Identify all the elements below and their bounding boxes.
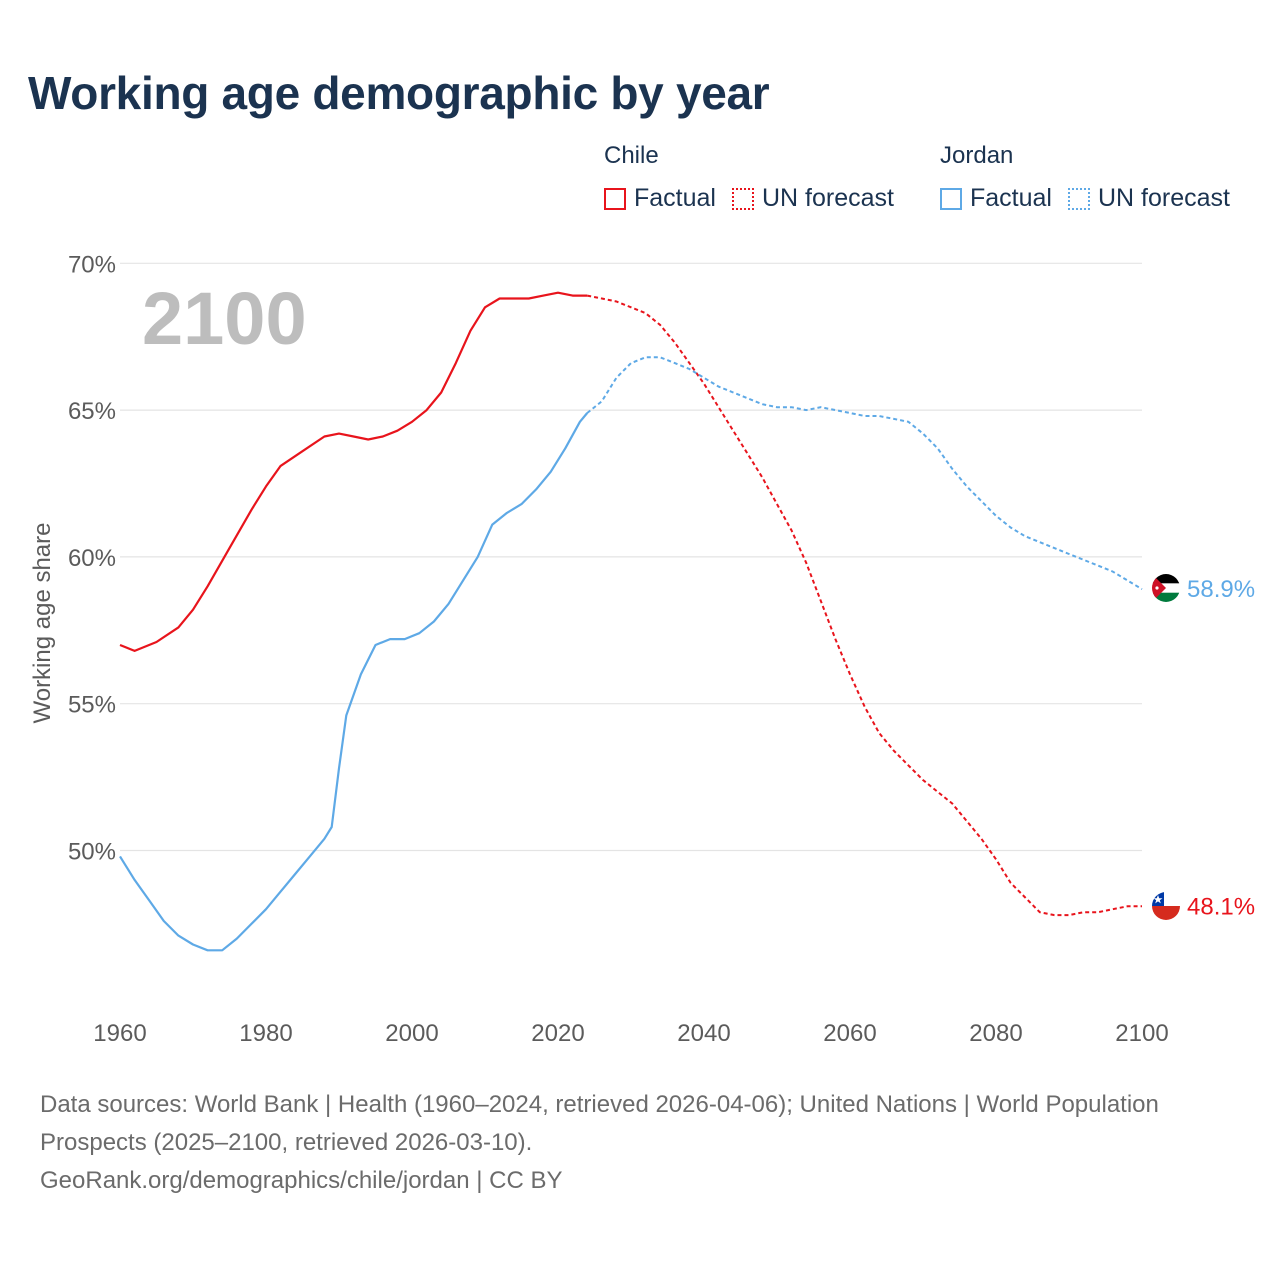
- year-overlay: 2100: [142, 277, 307, 360]
- legend-label-chile-forecast: UN forecast: [761, 184, 894, 212]
- jordan-forecast-line[interactable]: [586, 356, 1143, 591]
- jordan-factual-line[interactable]: [119, 412, 589, 952]
- x-tick-label-1980: 1980: [239, 1020, 292, 1047]
- chile-end-label: 48.1%: [1187, 893, 1255, 920]
- y-tick-label-60: 60%: [68, 545, 116, 572]
- x-tick-label-2040: 2040: [677, 1020, 730, 1047]
- line-chart: 50% 55% 60% 65% 70% 1960 1980 2000 2020 2040 2060 2…: [29, 251, 1255, 1047]
- end-labels: 48.1% 58.9%: [1187, 576, 1255, 920]
- legend-label-chile-factual: Factual: [634, 184, 716, 212]
- series-lines: [119, 291, 1143, 952]
- legend-chile-forecast[interactable]: UN forecast: [731, 184, 894, 213]
- x-tick-label-2080: 2080: [969, 1020, 1022, 1047]
- gridlines: [120, 262, 1142, 852]
- source-line-1: Data sources: World Bank | Health (1960–…: [40, 1091, 1159, 1156]
- jordan-flag: [1152, 574, 1180, 602]
- y-tick-label-55: 55%: [68, 692, 116, 719]
- axis-ticks: 50% 55% 60% 65% 70% 1960 1980 2000 2020 2040 2060 2…: [68, 251, 1169, 1047]
- legend-country-jordan: Jordan: [940, 142, 1014, 169]
- legend-swatch-jordan-factual: [940, 187, 962, 210]
- y-tick-label-65: 65%: [68, 398, 116, 425]
- jordan-end-label: 58.9%: [1187, 576, 1255, 603]
- legend-swatch-chile-factual: [604, 187, 626, 210]
- legend-group-jordan: Jordan Factual UN forecast: [940, 142, 1246, 213]
- chile-forecast-line[interactable]: [587, 294, 1142, 917]
- y-tick-label-70: 70%: [68, 251, 116, 278]
- legend-chile-factual[interactable]: Factual: [604, 184, 716, 213]
- chart-title: Working age demographic by year: [28, 67, 770, 119]
- legend-jordan-factual[interactable]: Factual: [940, 184, 1052, 213]
- x-tick-label-1960: 1960: [93, 1020, 146, 1047]
- x-tick-label-2000: 2000: [385, 1020, 438, 1047]
- data-source-note: Data sources: World Bank | Health (1960–…: [40, 1086, 1180, 1200]
- chile-flag: [1152, 892, 1180, 920]
- legend-country-chile: Chile: [604, 142, 659, 169]
- y-axis-label: Working age share: [29, 523, 56, 724]
- legend-jordan-forecast[interactable]: UN forecast: [1067, 184, 1230, 213]
- legend-swatch-chile-forecast: [731, 187, 754, 210]
- x-tick-label-2100: 2100: [1115, 1020, 1168, 1047]
- source-line-2[interactable]: GeoRank.org/demographics/chile/jordan | …: [40, 1167, 563, 1194]
- legend-label-jordan-factual: Factual: [970, 184, 1052, 212]
- y-tick-label-50: 50%: [68, 839, 116, 866]
- x-tick-label-2060: 2060: [823, 1020, 876, 1047]
- chile-factual-line[interactable]: [119, 291, 588, 652]
- x-tick-label-2020: 2020: [531, 1020, 584, 1047]
- legend-group-chile: Chile Factual UN forecast: [604, 142, 910, 213]
- legend-label-jordan-forecast: UN forecast: [1097, 184, 1230, 212]
- legend-swatch-jordan-forecast: [1067, 187, 1090, 210]
